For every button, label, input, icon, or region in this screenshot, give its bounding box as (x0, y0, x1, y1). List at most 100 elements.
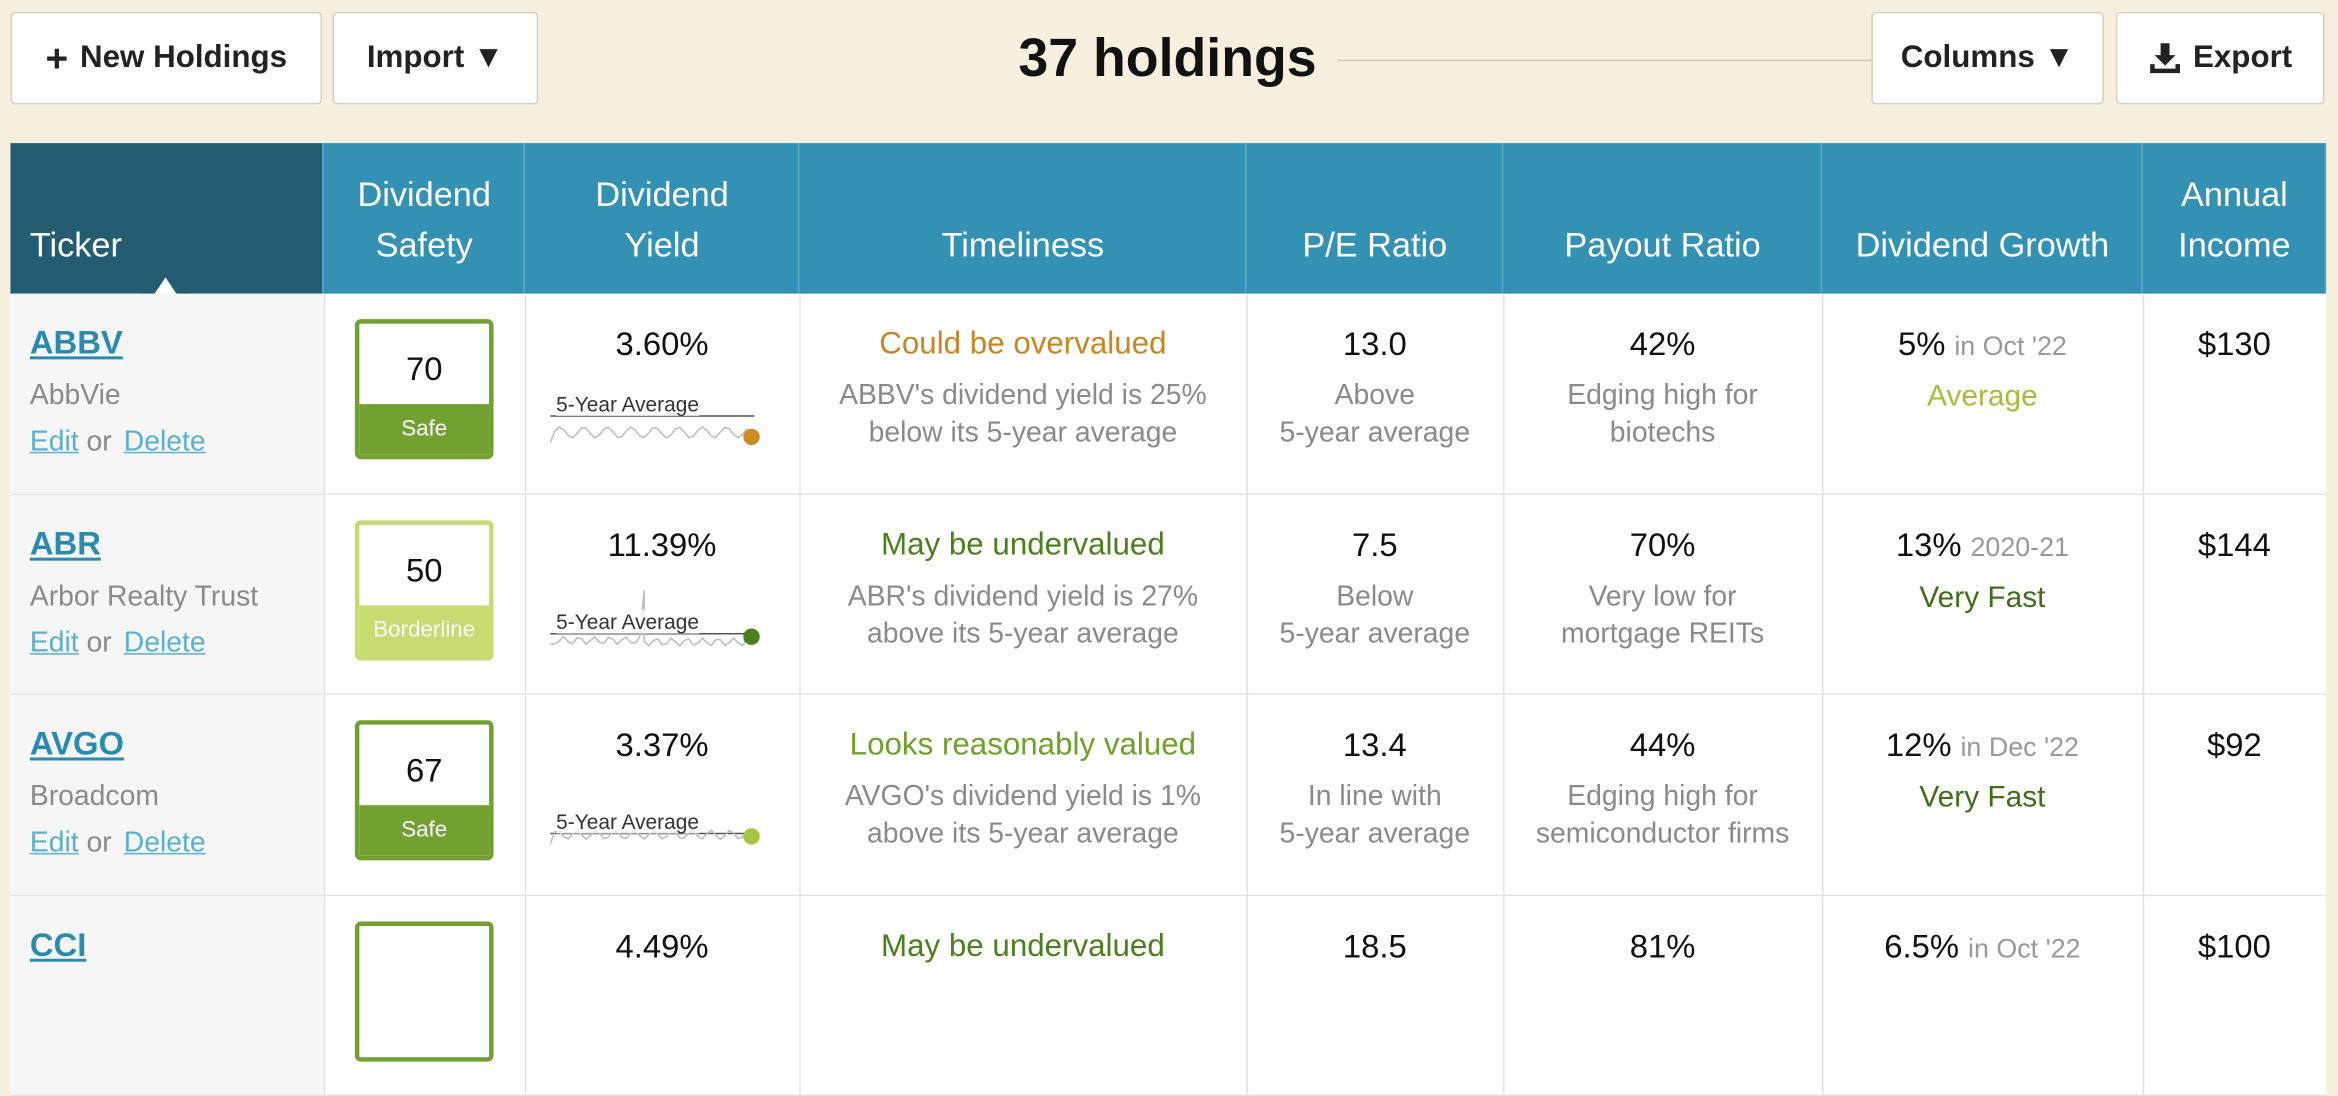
header-label: Payout Ratio (1564, 225, 1761, 264)
label: New Holdings (80, 40, 288, 75)
payout-detail: semiconductor firms (1535, 818, 1790, 850)
payout-detail: Edging high for (1567, 380, 1758, 412)
delete-link[interactable]: Delete (123, 827, 206, 859)
or-text: or (86, 827, 112, 859)
header-cell (2142, 143, 2327, 294)
ticker[interactable]: AVGO (29, 724, 124, 762)
timeliness: May be undervalued (881, 527, 1165, 562)
column-divider (1246, 895, 1249, 1096)
growth: 5% in Oct '22 (1898, 325, 2067, 364)
header-label: Annual (2181, 174, 2288, 214)
column-divider (2142, 694, 2145, 896)
edit-link[interactable]: Edit (29, 827, 79, 859)
safety-badge (354, 920, 494, 1061)
edit-link[interactable]: Edit (29, 627, 79, 659)
import-button[interactable]: Import ▼ (332, 11, 539, 105)
payout-ratio: 44% (1629, 726, 1696, 764)
timeliness: Looks reasonably valued (849, 727, 1197, 762)
header-cell (799, 143, 1247, 294)
company-name: Broadcom (29, 781, 159, 813)
column-divider (323, 293, 326, 495)
app: + New Holdings Import ▼ 37 holdings Colum… (10, 11, 2327, 1096)
column-divider (1246, 293, 1249, 495)
pe-ratio: 18.5 (1342, 926, 1407, 964)
new-holdings-button[interactable]: + New Holdings (10, 11, 323, 105)
safety-badge: 67 Safe (354, 720, 494, 861)
sparkline: 5-Year Average (549, 781, 763, 856)
column-divider (524, 694, 527, 896)
column-divider (1822, 494, 1824, 695)
growth-period: in Dec '22 (1960, 732, 2079, 762)
yield: 3.60% (615, 325, 709, 363)
header-label: P/E Ratio (1302, 225, 1448, 264)
payout-ratio: 81% (1629, 926, 1696, 964)
download-icon (2149, 43, 2180, 74)
safety-score: 67 (405, 751, 443, 789)
annual-income: $130 (2197, 325, 2271, 363)
ticker-cell (10, 694, 324, 896)
label: Columns ▼ (1900, 40, 2075, 75)
header-cell (1822, 143, 2143, 294)
edit-link[interactable]: Edit (29, 426, 79, 458)
yield: 11.39% (607, 525, 717, 563)
payout-detail: mortgage REITs (1561, 618, 1765, 650)
header-label: Income (2178, 225, 2291, 264)
payout-ratio: 42% (1629, 325, 1696, 363)
column-divider (1822, 293, 1824, 495)
ticker[interactable]: ABBV (29, 323, 123, 361)
column-divider (323, 494, 326, 695)
yield: 4.49% (615, 926, 709, 964)
timeliness-detail: ABR's dividend yield is 27% (847, 580, 1199, 613)
annual-income: $92 (2207, 726, 2262, 764)
columns-button[interactable]: Columns ▼ (1871, 11, 2104, 105)
ticker[interactable]: CCI (29, 925, 87, 963)
column-divider (1503, 494, 1505, 695)
holdings-table: Ticker Dividend Safety Dividend Yield Timelin… (10, 143, 2327, 1096)
header-cell (323, 143, 525, 294)
column-divider (799, 293, 801, 495)
column-divider (1246, 494, 1249, 695)
safety-label: Safe (359, 805, 490, 856)
header-cell (524, 143, 800, 294)
timeliness-detail: ABBV's dividend yield is 25% (839, 380, 1207, 412)
growth-period: in Oct '22 (1954, 331, 2067, 361)
average-label: 5-Year Average (556, 809, 699, 834)
header-label: Dividend Growth (1855, 225, 2110, 264)
export-button[interactable]: Export (2115, 11, 2325, 105)
column-divider (799, 494, 801, 695)
rule (1337, 59, 1872, 62)
growth-label: Very Fast (1919, 580, 2046, 614)
or-text: or (86, 627, 112, 659)
column-divider (799, 895, 801, 1096)
header-label: Dividend (595, 174, 729, 214)
sort-arrow (153, 277, 178, 296)
delete-link[interactable]: Delete (123, 426, 206, 458)
column-divider (1822, 895, 1824, 1096)
column-divider (323, 694, 326, 896)
timeliness-detail: AVGO's dividend yield is 1% (844, 781, 1201, 813)
column-divider (323, 895, 326, 1096)
pe-detail: Below (1336, 580, 1414, 613)
growth-label: Average (1927, 380, 2038, 414)
page-title: 37 holdings (1018, 26, 1317, 88)
sparkline-chart (549, 415, 760, 446)
ticker[interactable]: ABR (29, 524, 101, 562)
timeliness-detail: below its 5-year average (868, 417, 1178, 449)
growth: 13% 2020-21 (1896, 526, 2069, 565)
sparkline: 5-Year Average (549, 380, 763, 455)
column-divider (2142, 293, 2145, 495)
column-divider (524, 293, 527, 495)
timeliness: May be undervalued (881, 928, 1165, 963)
column-divider (1503, 895, 1505, 1096)
safety-label: Safe (359, 404, 490, 455)
column-divider (2142, 895, 2145, 1096)
annual-income: $100 (2197, 926, 2271, 964)
header-label: Ticker (29, 225, 122, 264)
company-name: AbbVie (29, 380, 121, 412)
growth-value: 6.5% (1884, 926, 1960, 964)
average-label: 5-Year Average (556, 392, 699, 417)
pe-ratio: 13.4 (1342, 726, 1407, 764)
safety-label: Borderline (359, 604, 490, 656)
delete-link[interactable]: Delete (123, 627, 206, 659)
growth: 12% in Dec '22 (1886, 726, 2079, 765)
